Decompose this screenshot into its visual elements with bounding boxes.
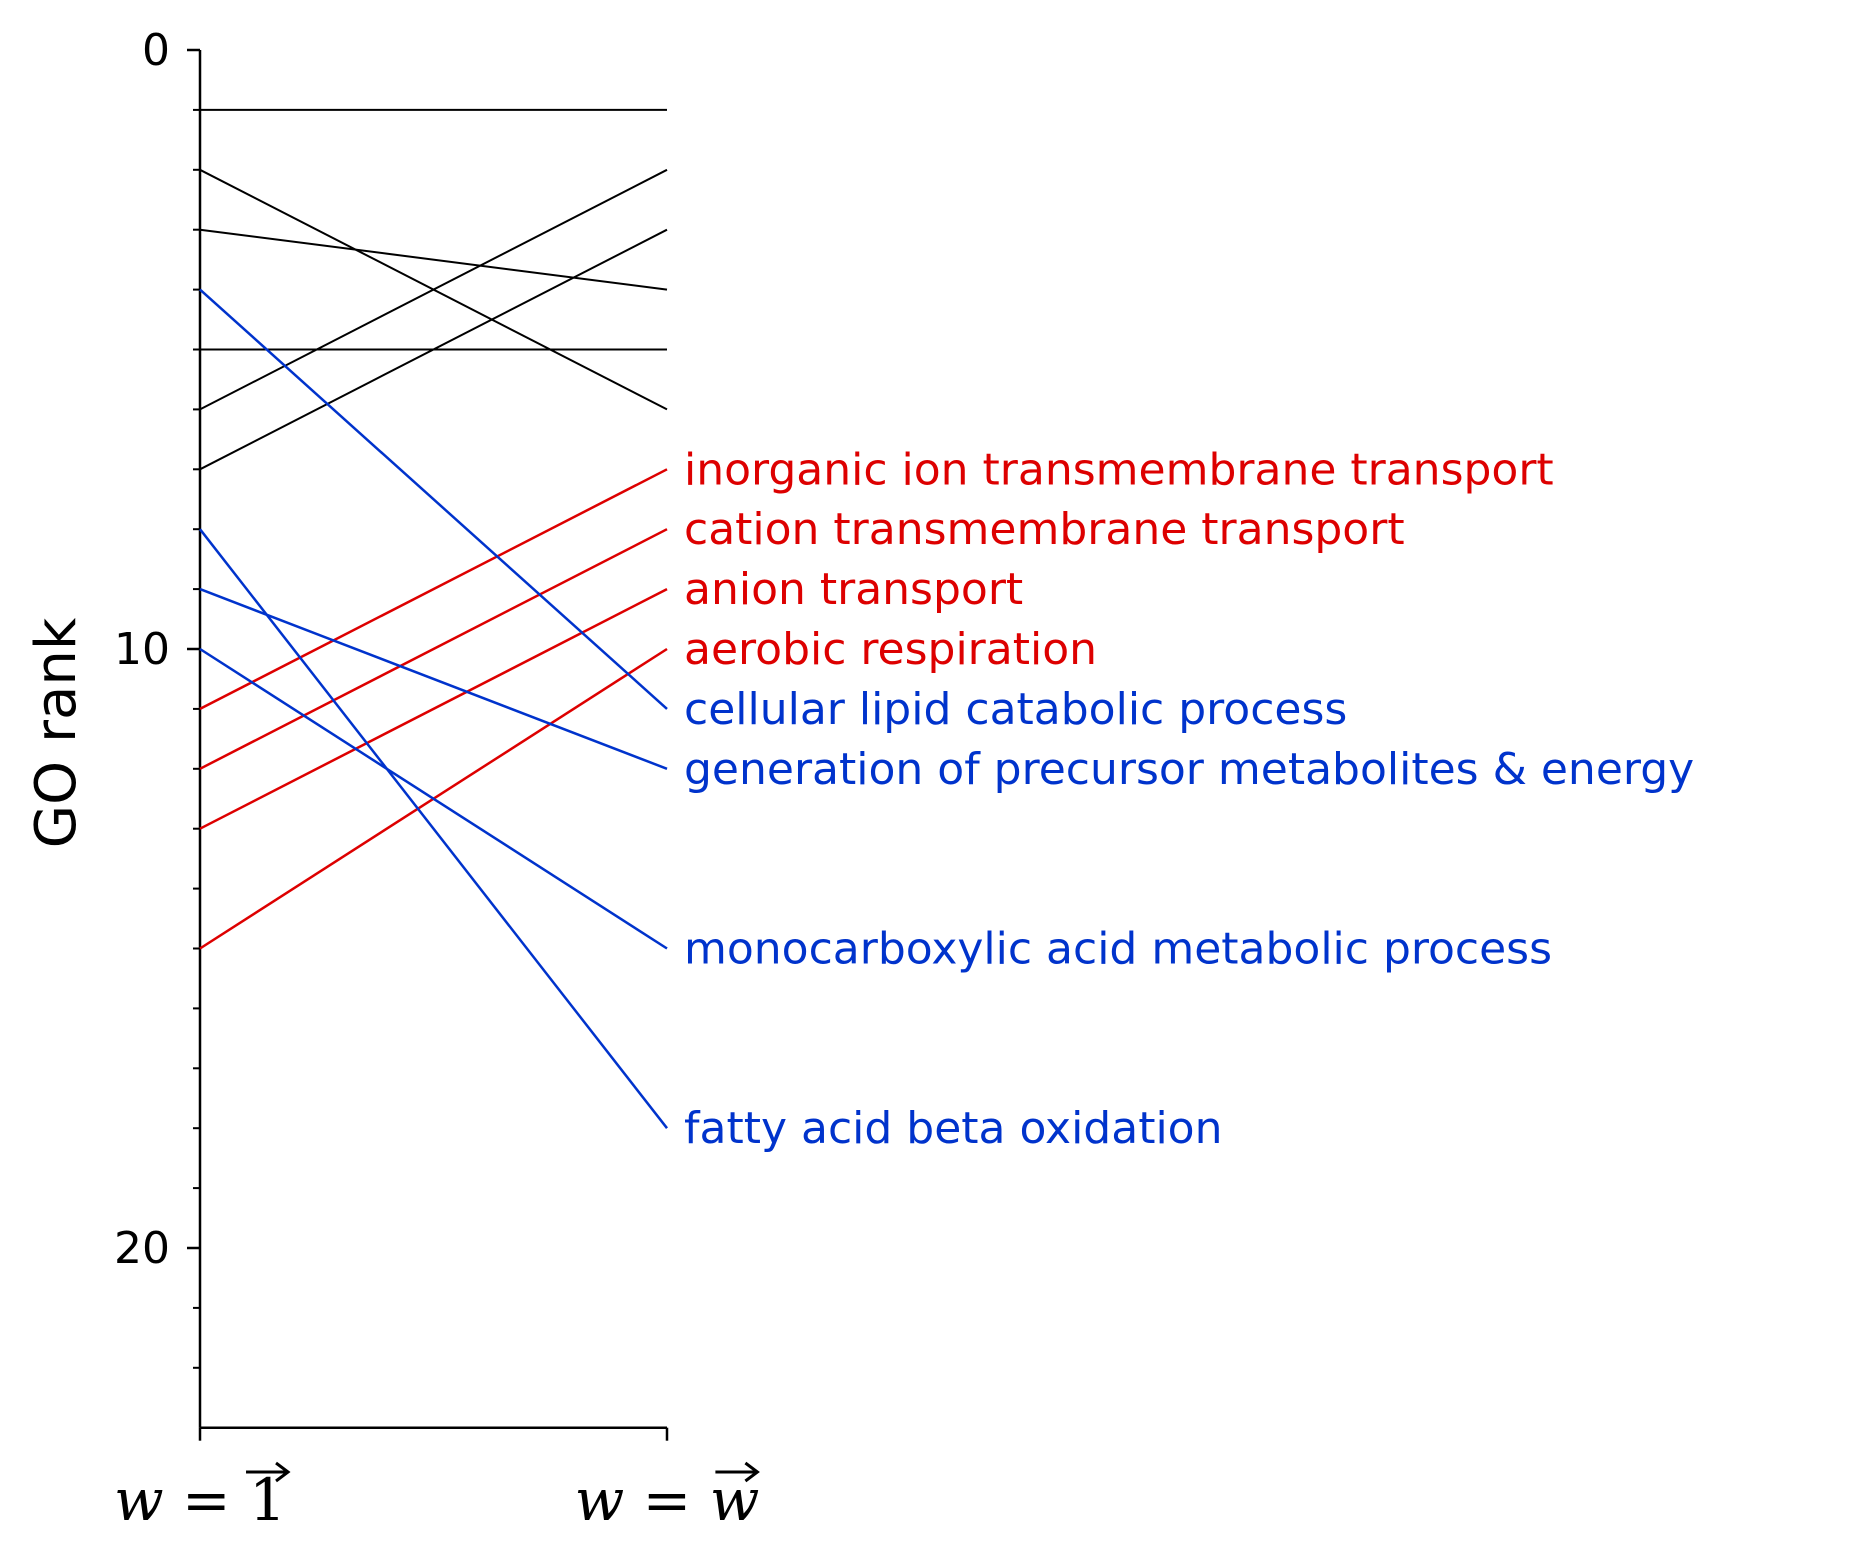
series-line [199,528,668,1129]
series-label: generation of precursor metabolites & en… [684,744,1694,795]
series-line [199,288,668,710]
y-tick-label: 0 [142,25,170,76]
vector-arrow-icon [246,1461,291,1483]
x-category-label: w = w [575,1466,760,1534]
y-tick-label: 10 [114,624,170,675]
y-axis-label: GO rank [24,617,89,848]
series-label: cation transmembrane transport [684,504,1405,555]
series-line [199,468,668,711]
series-label: monocarboxylic acid metabolic process [684,924,1552,975]
series-lines [199,108,668,1129]
x-category-label: w = 1 [114,1466,286,1534]
series-line [199,168,668,411]
series-line [199,228,668,471]
series-line [199,228,668,291]
series-line [199,587,668,830]
vector-arrow-head [275,1461,291,1483]
series-line [199,647,668,950]
series-line [199,587,668,770]
vector-arrow-head [744,1461,760,1483]
series-labels: inorganic ion transmembrane transport cat… [684,444,1694,1154]
series-label: cellular lipid catabolic process [684,684,1347,735]
axes: 0 10 20 w = 1 w = w [114,25,760,1534]
y-tick-label: 20 [114,1223,170,1274]
series-label: anion transport [684,564,1023,615]
series-label: inorganic ion transmembrane transport [684,444,1554,495]
series-label: fatty acid beta oxidation [684,1103,1222,1154]
vector-arrow-icon [715,1461,760,1483]
series-line [199,528,668,770]
series-label: aerobic respiration [684,624,1097,675]
